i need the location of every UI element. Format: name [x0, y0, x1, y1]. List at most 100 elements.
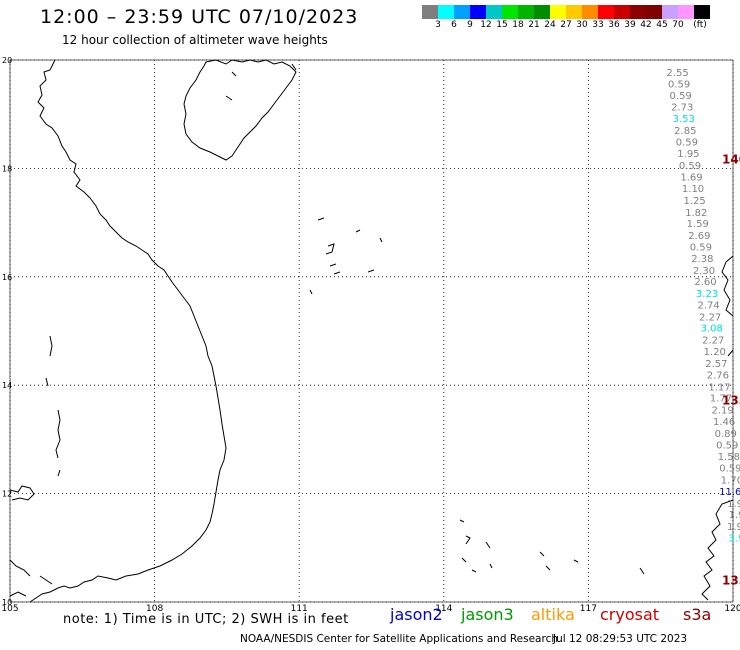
swh-value: 2.38: [691, 254, 713, 265]
swh-value: 2.27: [702, 336, 724, 347]
generation-timestamp: Jul 12 08:29:53 UTC 2023: [553, 633, 688, 645]
swh-value: 2.57: [705, 359, 727, 370]
satellite-s3a: s3a: [683, 605, 712, 624]
swh-value: 0.59: [716, 440, 738, 451]
luzon-coastline: [701, 255, 734, 601]
colorbar-swatch: [566, 5, 582, 19]
colorbar-label: 27: [560, 20, 572, 30]
west-islands: [45, 335, 61, 477]
colorbar-label: 70: [672, 20, 684, 30]
swh-value: 3.23: [696, 289, 718, 300]
pass-time-label: 135: [722, 573, 740, 587]
swh-value: 1.95: [677, 149, 699, 160]
swh-value: 1.10: [682, 184, 704, 195]
latitude-label: 16: [2, 273, 12, 282]
swh-value: 2.27: [699, 312, 721, 323]
colorbar-label: 24: [544, 20, 556, 30]
colorbar-swatch: [454, 5, 470, 19]
longitude-label: 114: [435, 604, 452, 614]
colorbar-label: 30: [576, 20, 588, 30]
gulf-coastline: [9, 485, 53, 597]
satellite-altika: altika: [531, 605, 575, 624]
swh-value: 3.53: [673, 114, 695, 125]
latitude-label: 10: [2, 598, 12, 607]
colorbar-label: (ft): [693, 20, 707, 30]
colorbar-swatch: [598, 5, 614, 19]
swh-value: 3.08: [701, 324, 723, 335]
colorbar-swatch: [678, 5, 694, 19]
swh-value: 1.58: [718, 452, 740, 463]
longitude-label: 105: [1, 604, 18, 614]
colorbar-label: 6: [451, 20, 457, 30]
colorbar-swatch: [422, 5, 438, 19]
map-title: 12:00 – 23:59 UTC 07/10/2023: [40, 6, 359, 28]
colorbar-label: 18: [512, 20, 524, 30]
colorbar-label: 9: [467, 20, 473, 30]
swh-value: 0.89: [715, 429, 737, 440]
satellite-jason2: jason2: [390, 605, 443, 624]
swh-value: 1.94: [727, 522, 740, 533]
swh-value: 0.59: [668, 79, 690, 90]
paracel-islands: [309, 217, 383, 295]
hainan-islets: [225, 63, 297, 101]
swh-value: 1.17: [708, 382, 730, 393]
swh-value: 2.85: [674, 126, 696, 137]
vietnam-coastline: [29, 59, 227, 603]
latitude-label: 12: [2, 490, 12, 499]
hainan-coastline: [183, 59, 297, 161]
colorbar-swatch: [470, 5, 486, 19]
track-labels: 1400 1359 135: [722, 153, 740, 588]
credit-line: NOAA/NESDIS Center for Satellite Applica…: [240, 633, 558, 645]
lat-lon-grid: [9, 59, 734, 603]
swh-value: 11.60: [719, 487, 740, 498]
satellite-jason3: jason3: [461, 605, 514, 624]
longitude-label: 120: [724, 604, 740, 614]
swh-value: 2.30: [693, 266, 715, 277]
footer-note: note: 1) Time is in UTC; 2) SWH is in fe…: [63, 612, 349, 627]
colorbar-label: 42: [640, 20, 652, 30]
colorbar-label: 39: [624, 20, 636, 30]
colorbar-swatch: [646, 5, 662, 19]
colorbar-swatch: [502, 5, 518, 19]
swh-value: 0.59: [719, 464, 740, 475]
colorbar-labels: 3 6 9 12 15 18 21 24 27 30 33 36 39 42 45 70 (ft): [422, 20, 740, 32]
colorbar-swatch: [694, 5, 710, 19]
colorbar-label: 15: [496, 20, 508, 30]
swh-value: 2.69: [688, 231, 710, 242]
wave-height-colorbar: [422, 5, 710, 19]
swh-value: 1.9: [729, 510, 740, 521]
swh-value: 2.19: [711, 406, 733, 417]
colorbar-label: 33: [592, 20, 604, 30]
longitude-label: 117: [580, 604, 597, 614]
map-frame: [9, 59, 734, 603]
swh-value: 2.60: [694, 277, 716, 288]
longitude-labels: 105 108 111 114 117 120: [1, 604, 740, 614]
colorbar-label: 3: [435, 20, 441, 30]
latitude-labels: 20 18 16 14 12 10: [2, 56, 12, 607]
latitude-label: 18: [2, 164, 12, 173]
swh-value: 1.69: [680, 173, 702, 184]
colorbar-swatch: [550, 5, 566, 19]
colorbar-swatch: [662, 5, 678, 19]
colorbar-swatch: [534, 5, 550, 19]
spratly-islands: [459, 519, 645, 575]
colorbar-swatch: [630, 5, 646, 19]
colorbar-swatch: [614, 5, 630, 19]
latitude-label: 20: [2, 56, 12, 65]
map-subtitle: 12 hour collection of altimeter wave hei…: [62, 33, 328, 47]
swh-value: 3.91: [729, 534, 740, 545]
colorbar-label: 36: [608, 20, 620, 30]
swh-value: 1.82: [685, 208, 707, 219]
longitude-label: 111: [291, 604, 308, 614]
longitude-label: 108: [146, 604, 163, 614]
swh-value: 1.77: [710, 394, 732, 405]
swh-value: 1.20: [704, 347, 726, 358]
colorbar-swatch: [582, 5, 598, 19]
swh-value: 1.9: [727, 499, 740, 510]
swh-value: 0.59: [679, 161, 701, 172]
swh-value: 0.59: [670, 91, 692, 102]
swh-value: 2.55: [666, 68, 688, 79]
pass-time-label: 1359: [722, 393, 740, 407]
satellite-cryosat: cryosat: [600, 605, 660, 624]
